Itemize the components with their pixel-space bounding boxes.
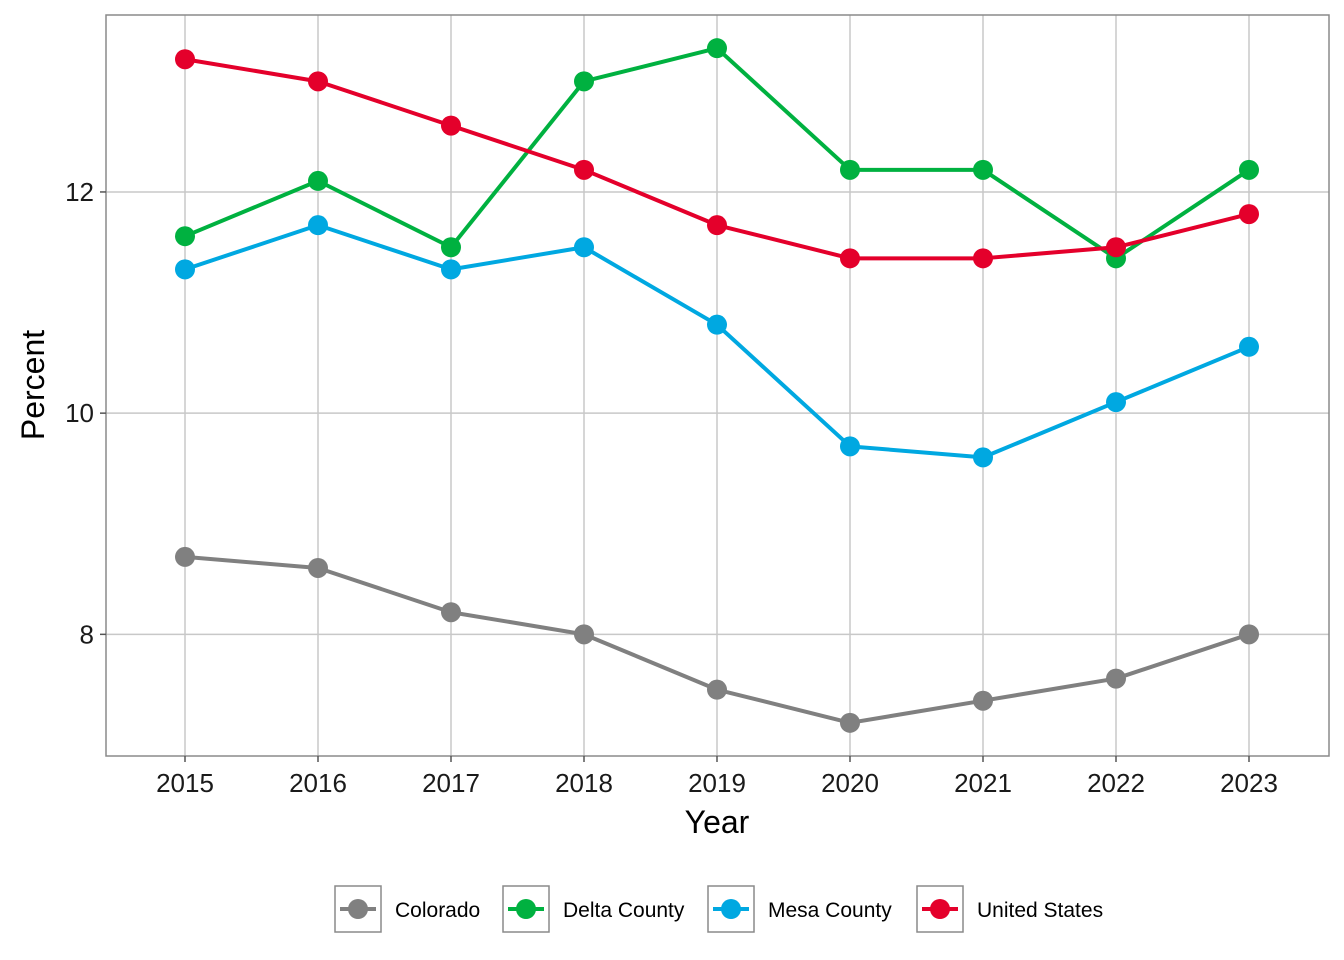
data-point-mesa-county <box>1239 336 1259 357</box>
legend-label: Delta County <box>563 899 685 922</box>
legend-item-united-states: United States <box>916 885 1103 933</box>
data-point-delta-county <box>308 170 328 191</box>
series-layer <box>175 38 1259 733</box>
data-point-united-states <box>441 115 461 136</box>
data-point-united-states <box>308 71 328 92</box>
data-point-united-states <box>1106 237 1126 258</box>
legend-key-point <box>516 899 536 919</box>
data-point-united-states <box>1239 204 1259 225</box>
y-tick-label: 12 <box>65 177 94 207</box>
y-tick-label: 10 <box>65 398 94 428</box>
x-tick-label: 2017 <box>422 768 480 798</box>
data-point-delta-county <box>574 71 594 92</box>
data-point-delta-county <box>175 226 195 247</box>
x-tick-label: 2018 <box>555 768 613 798</box>
legend-item-mesa-county: Mesa County <box>707 885 892 933</box>
data-point-colorado <box>1239 624 1259 645</box>
data-point-delta-county <box>441 237 461 258</box>
legend: Colorado Delta County Mesa County United St… <box>334 885 1103 933</box>
data-point-colorado <box>441 602 461 623</box>
grid-lines <box>106 15 1329 756</box>
series-colorado <box>175 546 1259 733</box>
axis-ticks: 2015 2016 2017 2018 2019 2020 2021 2022 2023 8 10 1… <box>65 177 1278 798</box>
series-mesa-county <box>175 215 1259 468</box>
x-tick-label: 2020 <box>821 768 879 798</box>
legend-key-point <box>930 899 950 919</box>
data-point-united-states <box>840 248 860 269</box>
series-united-states <box>175 49 1259 269</box>
data-point-colorado <box>175 546 195 567</box>
y-axis-title: Percent <box>15 330 51 440</box>
data-point-delta-county <box>973 159 993 180</box>
data-point-colorado <box>308 557 328 578</box>
legend-label: Colorado <box>395 899 480 922</box>
data-point-colorado <box>707 679 727 700</box>
data-point-colorado <box>973 690 993 711</box>
data-point-mesa-county <box>840 436 860 457</box>
data-point-mesa-county <box>1106 392 1126 413</box>
data-point-delta-county <box>840 159 860 180</box>
data-point-mesa-county <box>175 259 195 280</box>
y-tick-label: 8 <box>80 619 94 649</box>
x-axis-title: Year <box>685 804 750 840</box>
x-tick-label: 2016 <box>289 768 347 798</box>
data-point-united-states <box>973 248 993 269</box>
data-point-colorado <box>1106 668 1126 689</box>
data-point-colorado <box>574 624 594 645</box>
data-point-mesa-county <box>308 215 328 236</box>
data-point-united-states <box>707 215 727 236</box>
x-tick-label: 2023 <box>1220 768 1278 798</box>
data-point-delta-county <box>707 38 727 59</box>
legend-item-colorado: Colorado <box>334 885 480 933</box>
data-point-mesa-county <box>707 314 727 335</box>
x-tick-label: 2022 <box>1087 768 1145 798</box>
x-tick-label: 2019 <box>688 768 746 798</box>
legend-label: United States <box>977 899 1103 922</box>
data-point-united-states <box>574 159 594 180</box>
data-point-mesa-county <box>441 259 461 280</box>
data-point-colorado <box>840 712 860 733</box>
x-tick-label: 2015 <box>156 768 214 798</box>
legend-key-point <box>721 899 741 919</box>
data-point-united-states <box>175 49 195 70</box>
series-delta-county <box>175 38 1259 269</box>
data-point-mesa-county <box>973 447 993 468</box>
legend-label: Mesa County <box>768 899 892 922</box>
data-point-mesa-county <box>574 237 594 258</box>
x-tick-label: 2021 <box>954 768 1012 798</box>
legend-key-point <box>348 899 368 919</box>
data-point-delta-county <box>1239 159 1259 180</box>
legend-item-delta-county: Delta County <box>502 885 685 933</box>
